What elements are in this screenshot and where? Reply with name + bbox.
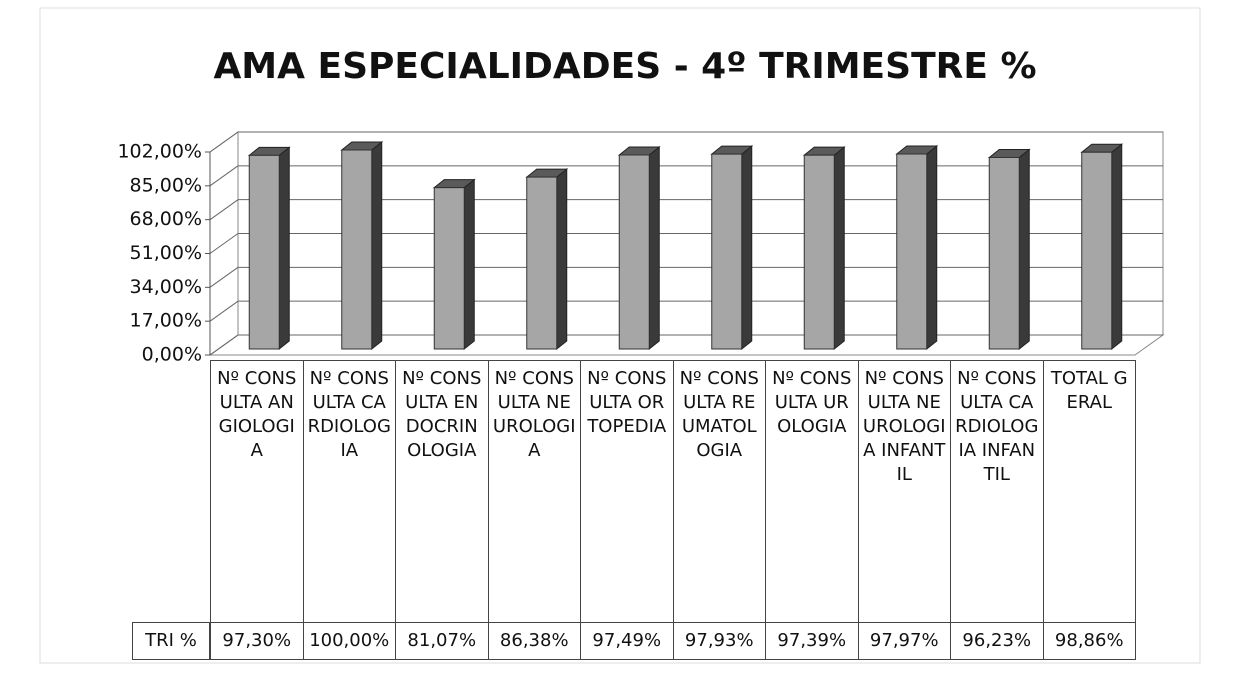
data-label: 100,00% [302, 622, 396, 660]
bar-side [833, 146, 845, 351]
category-label: Nº CONSULTA ORTOPEDIA [580, 360, 674, 623]
chart-title: AMA ESPECIALIDADES - 4º TRIMESTRE % [213, 46, 1036, 87]
bar [526, 176, 558, 350]
bar-side [741, 145, 753, 351]
data-label: 97,97% [857, 622, 951, 660]
bar [711, 153, 743, 350]
y-tick-label: 17,00% [130, 310, 202, 332]
data-label: 97,39% [765, 622, 859, 660]
bar-side [463, 178, 475, 351]
grid-line [209, 233, 239, 254]
bar-side [1111, 143, 1123, 351]
category-label: Nº CONSULTA ANGIOLOGIA [210, 360, 304, 623]
bar [618, 154, 650, 350]
bar-side [278, 146, 290, 351]
data-label: 98,86% [1042, 622, 1136, 660]
category-label: Nº CONSULTA CARDIOLOGIA INFANTIL [950, 360, 1044, 623]
bar [803, 154, 835, 350]
y-tick-label: 34,00% [130, 276, 202, 298]
bar [1081, 151, 1113, 350]
data-label: 97,49% [580, 622, 674, 660]
category-label: Nº CONSULTA UROLOGIA [765, 360, 859, 623]
data-label: 81,07% [395, 622, 489, 660]
y-tick-label: 102,00% [117, 141, 202, 163]
bar-side [926, 144, 938, 351]
data-label: 97,30% [210, 622, 304, 660]
bar [988, 156, 1020, 350]
y-tick-label: 68,00% [130, 208, 202, 230]
y-tick-label: 51,00% [130, 242, 202, 264]
bar-side [556, 168, 568, 351]
bar-side [1018, 148, 1030, 351]
grid-line [209, 199, 239, 221]
chart-frame [39, 7, 1201, 664]
grid-line [209, 334, 239, 356]
category-label: Nº CONSULTA NEUROLOGIA [487, 360, 581, 623]
y-tick-label: 0,00% [142, 344, 202, 366]
grid-line [209, 131, 239, 153]
category-label: Nº CONSULTA CARDIOLOGIA [302, 360, 396, 623]
y-tick-label: 85,00% [130, 174, 202, 196]
bar [248, 154, 280, 350]
data-label: 86,38% [487, 622, 581, 660]
grid-line [209, 300, 239, 322]
bar [341, 149, 373, 350]
category-label: Nº CONSULTA ENDOCRINOLOGIA [395, 360, 489, 623]
category-label: Nº CONSULTA NEUROLOGIA INFANTIL [857, 360, 951, 623]
category-label: TOTAL GERAL [1042, 360, 1136, 623]
grid-line [209, 165, 239, 187]
bar-side [648, 145, 660, 351]
legend-key: TRI % [132, 622, 210, 660]
bar [896, 153, 928, 350]
category-label: Nº CONSULTA REUMATOLOGIA [672, 360, 766, 623]
grid-line [209, 266, 239, 288]
data-label: 96,23% [950, 622, 1044, 660]
bar-side [371, 140, 383, 351]
data-label: 97,93% [672, 622, 766, 660]
bar [433, 187, 465, 350]
